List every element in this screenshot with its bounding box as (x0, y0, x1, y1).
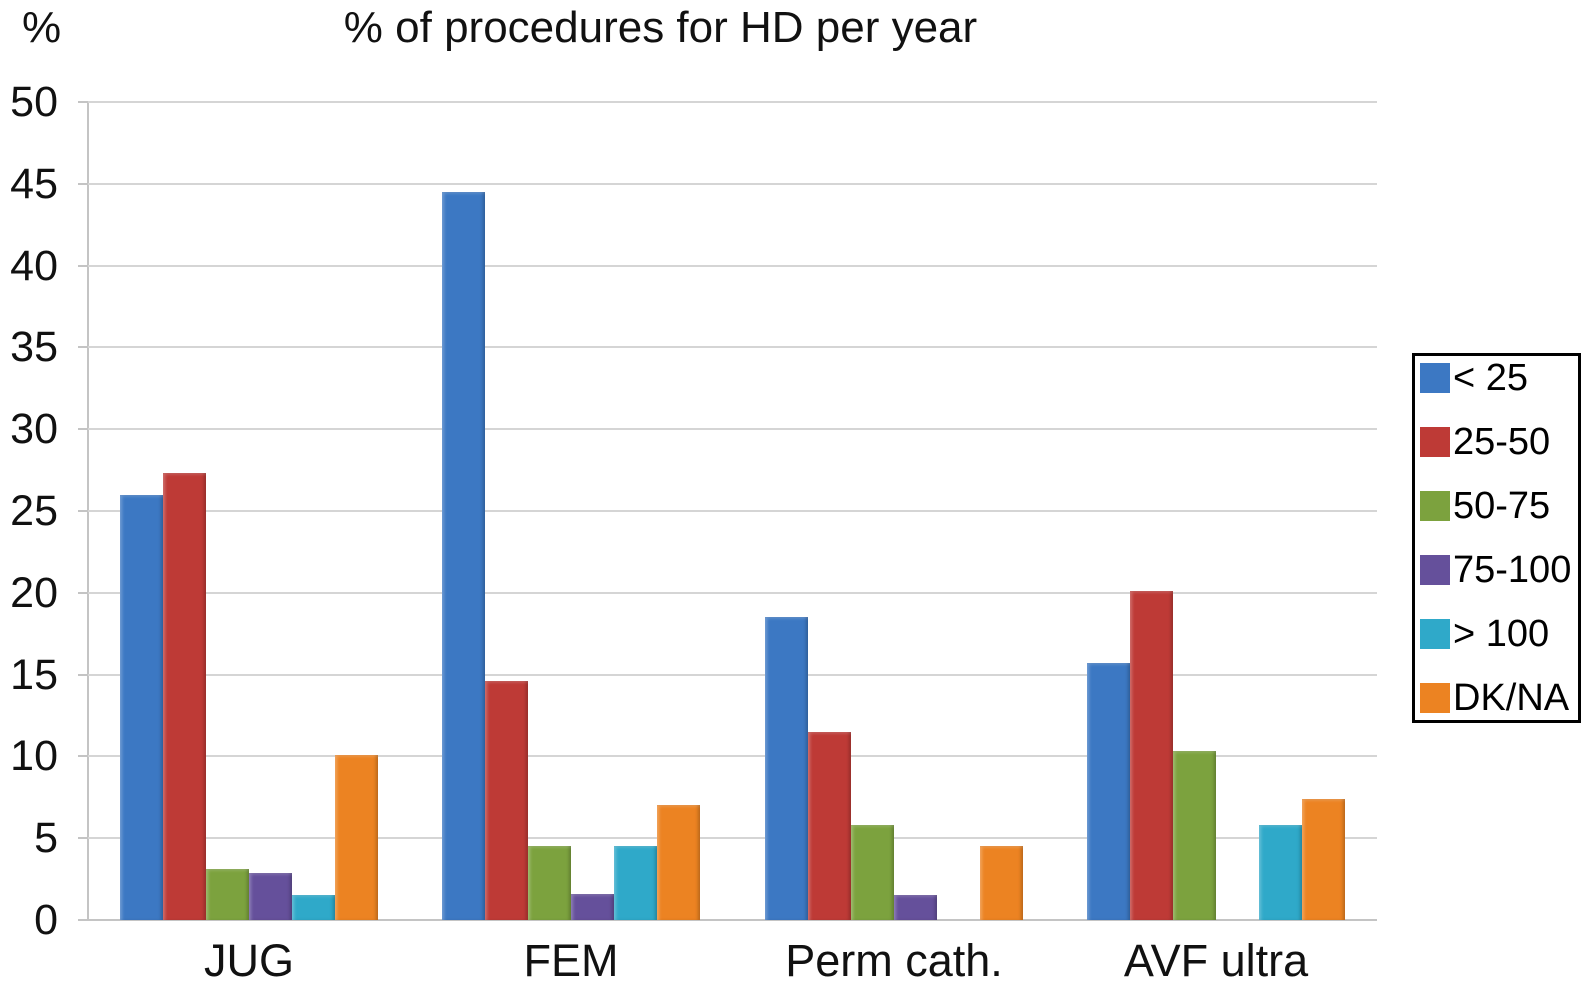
legend-swatch-icon (1420, 683, 1450, 713)
legend-swatch-icon (1420, 363, 1450, 393)
y-tick-label: 30 (10, 405, 58, 453)
legend-swatch-icon (1420, 619, 1450, 649)
bar-25-avfultra (1087, 663, 1130, 920)
bar-25-fem (442, 192, 485, 920)
bar-25-jug (120, 495, 163, 920)
legend-label: DK/NA (1453, 677, 1570, 719)
bar-2550-avfultra (1130, 591, 1173, 920)
bar-100-avfultra (1259, 825, 1302, 920)
legend-item: 75-100 (1415, 548, 1578, 592)
bar-DKNA-fem (657, 805, 700, 920)
legend-item: 50-75 (1415, 484, 1578, 528)
bar-75100-fem (571, 894, 614, 920)
legend-item: DK/NA (1415, 676, 1578, 720)
x-axis-category-label: Perm cath. (785, 935, 1003, 986)
y-tick-mark (78, 510, 88, 512)
y-tick-mark (78, 183, 88, 185)
y-tick-mark (78, 101, 88, 103)
chart-title: % of procedures for HD per year (343, 3, 978, 52)
gridline (88, 510, 1377, 512)
y-tick-label: 10 (10, 732, 58, 780)
bar-2550-permcath (808, 732, 851, 920)
bar-25-permcath (765, 617, 808, 920)
y-axis-unit-label: % (22, 3, 62, 52)
legend-label: > 100 (1453, 613, 1550, 655)
legend-item: < 25 (1415, 356, 1578, 400)
gridline (88, 592, 1377, 594)
legend-item: > 100 (1415, 612, 1578, 656)
y-tick-mark (78, 346, 88, 348)
gridline (88, 428, 1377, 430)
bar-75100-jug (249, 873, 292, 920)
y-tick-label: 5 (34, 814, 58, 862)
y-tick-mark (78, 428, 88, 430)
legend-label: 25-50 (1453, 421, 1551, 463)
bar-2550-fem (485, 681, 528, 920)
gridline (88, 183, 1377, 185)
y-tick-label: 40 (10, 242, 58, 290)
bar-DKNA-jug (335, 755, 378, 920)
gridline (88, 755, 1377, 757)
y-tick-mark (78, 755, 88, 757)
bar-2550-jug (163, 473, 206, 920)
y-tick-mark (78, 592, 88, 594)
legend-label: 75-100 (1453, 549, 1572, 591)
bar-DKNA-avfultra (1302, 799, 1345, 920)
bar-75100-permcath (894, 895, 937, 920)
gridline (88, 837, 1377, 839)
bar-100-jug (292, 895, 335, 920)
legend-label: 50-75 (1453, 485, 1551, 527)
gridline (88, 101, 1377, 103)
y-tick-label: 25 (10, 487, 58, 535)
legend-label: < 25 (1453, 357, 1529, 399)
x-axis-category-label: JUG (204, 935, 294, 986)
y-tick-label: 0 (34, 896, 58, 944)
bar-5075-permcath (851, 825, 894, 920)
gridline (88, 674, 1377, 676)
y-tick-label: 15 (10, 651, 58, 699)
gridline (88, 265, 1377, 267)
legend-item: 25-50 (1415, 420, 1578, 464)
bar-100-fem (614, 846, 657, 920)
legend: < 25 25-50 50-75 75-100 > 100 DK/NA (1412, 353, 1581, 723)
bar-5075-avfultra (1173, 751, 1216, 920)
legend-swatch-icon (1420, 427, 1450, 457)
y-tick-mark (78, 265, 88, 267)
x-axis-category-label: FEM (523, 935, 619, 986)
y-tick-mark (78, 837, 88, 839)
bar-DKNA-permcath (980, 846, 1023, 920)
bar-5075-jug (206, 869, 249, 920)
x-axis-baseline (88, 919, 1377, 921)
gridline (88, 346, 1377, 348)
legend-swatch-icon (1420, 555, 1450, 585)
legend-swatch-icon (1420, 491, 1450, 521)
y-tick-label: 45 (10, 160, 58, 208)
y-tick-mark (78, 674, 88, 676)
y-tick-label: 20 (10, 569, 58, 617)
y-tick-label: 50 (10, 78, 58, 126)
y-tick-label: 35 (10, 323, 58, 371)
bar-5075-fem (528, 846, 571, 920)
x-axis-category-label: AVF ultra (1123, 935, 1309, 986)
y-tick-mark (78, 919, 88, 921)
